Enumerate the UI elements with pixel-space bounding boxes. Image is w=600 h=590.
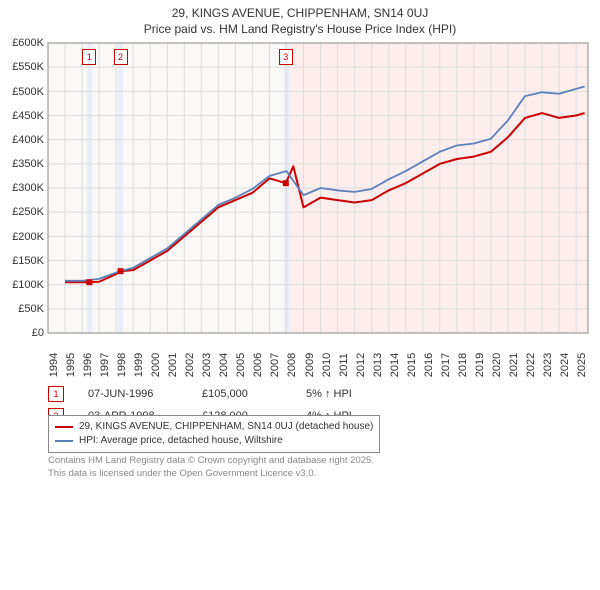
x-tick-label: 1997: [99, 353, 111, 377]
sale-delta: 5% ↑ HPI: [306, 388, 406, 400]
legend-swatch: [55, 426, 73, 428]
chart-area: £0 £50K £100K £150K £200K £250K £300K £350K £400…: [0, 37, 600, 377]
x-tick-label: 2001: [167, 353, 179, 377]
sale-marker-1: 1: [82, 49, 96, 65]
legend-item: HPI: Average price, detached house, Wilt…: [55, 434, 373, 448]
y-tick-label: £150K: [0, 255, 44, 267]
y-tick-label: £50K: [0, 303, 44, 315]
x-tick-label: 2024: [559, 353, 571, 377]
sale-row-marker: 1: [48, 386, 64, 402]
y-tick-label: £300K: [0, 182, 44, 194]
x-tick-label: 2008: [286, 353, 298, 377]
x-tick-label: 2005: [235, 353, 247, 377]
x-tick-label: 2009: [304, 353, 316, 377]
title-line1: 29, KINGS AVENUE, CHIPPENHAM, SN14 0UJ: [0, 6, 600, 22]
x-tick-label: 2014: [389, 353, 401, 377]
x-tick-label: 2004: [218, 353, 230, 377]
x-tick-label: 2003: [201, 353, 213, 377]
x-tick-label: 2006: [252, 353, 264, 377]
y-tick-label: £250K: [0, 206, 44, 218]
x-tick-label: 2021: [508, 353, 520, 377]
sale-price: £105,000: [202, 388, 282, 400]
x-tick-label: 2016: [423, 353, 435, 377]
y-tick-label: £400K: [0, 134, 44, 146]
footer-attribution: Contains HM Land Registry data © Crown c…: [48, 455, 600, 480]
footer-line2: This data is licensed under the Open Gov…: [48, 468, 600, 480]
y-tick-label: £100K: [0, 279, 44, 291]
x-tick-label: 2013: [372, 353, 384, 377]
y-tick-label: £0: [0, 327, 44, 339]
x-tick-label: 2011: [338, 353, 350, 377]
x-tick-label: 1996: [82, 353, 94, 377]
legend-item: 29, KINGS AVENUE, CHIPPENHAM, SN14 0UJ (…: [55, 420, 373, 434]
x-tick-label: 2019: [474, 353, 486, 377]
x-tick-label: 1999: [133, 353, 145, 377]
sale-date: 07-JUN-1996: [88, 388, 178, 400]
x-tick-label: 2010: [321, 353, 333, 377]
x-tick-label: 2025: [576, 353, 588, 377]
x-tick-label: 1994: [48, 353, 60, 377]
x-tick-label: 2017: [440, 353, 452, 377]
x-tick-label: 2015: [406, 353, 418, 377]
x-tick-label: 2007: [269, 353, 281, 377]
x-tick-label: 2023: [542, 353, 554, 377]
x-tick-label: 2020: [491, 353, 503, 377]
sale-row: 1 07-JUN-1996 £105,000 5% ↑ HPI: [48, 383, 600, 405]
x-tick-label: 1998: [116, 353, 128, 377]
sale-marker-2: 2: [114, 49, 128, 65]
legend-label: HPI: Average price, detached house, Wilt…: [79, 434, 283, 448]
chart-title: 29, KINGS AVENUE, CHIPPENHAM, SN14 0UJ P…: [0, 0, 600, 37]
footer-line1: Contains HM Land Registry data © Crown c…: [48, 455, 600, 467]
chart-svg: [0, 37, 600, 335]
y-tick-label: £450K: [0, 110, 44, 122]
legend-swatch: [55, 440, 73, 442]
y-tick-label: £200K: [0, 231, 44, 243]
x-tick-label: 1995: [65, 353, 77, 377]
x-tick-label: 2022: [525, 353, 537, 377]
x-tick-label: 2000: [150, 353, 162, 377]
x-tick-label: 2018: [457, 353, 469, 377]
x-tick-label: 2012: [355, 353, 367, 377]
sale-marker-3: 3: [279, 49, 293, 65]
y-tick-label: £500K: [0, 86, 44, 98]
y-tick-label: £350K: [0, 158, 44, 170]
y-tick-label: £550K: [0, 61, 44, 73]
legend: 29, KINGS AVENUE, CHIPPENHAM, SN14 0UJ (…: [48, 415, 380, 453]
legend-label: 29, KINGS AVENUE, CHIPPENHAM, SN14 0UJ (…: [79, 420, 373, 434]
x-tick-label: 2002: [184, 353, 196, 377]
title-line2: Price paid vs. HM Land Registry's House …: [0, 22, 600, 38]
y-tick-label: £600K: [0, 37, 44, 49]
